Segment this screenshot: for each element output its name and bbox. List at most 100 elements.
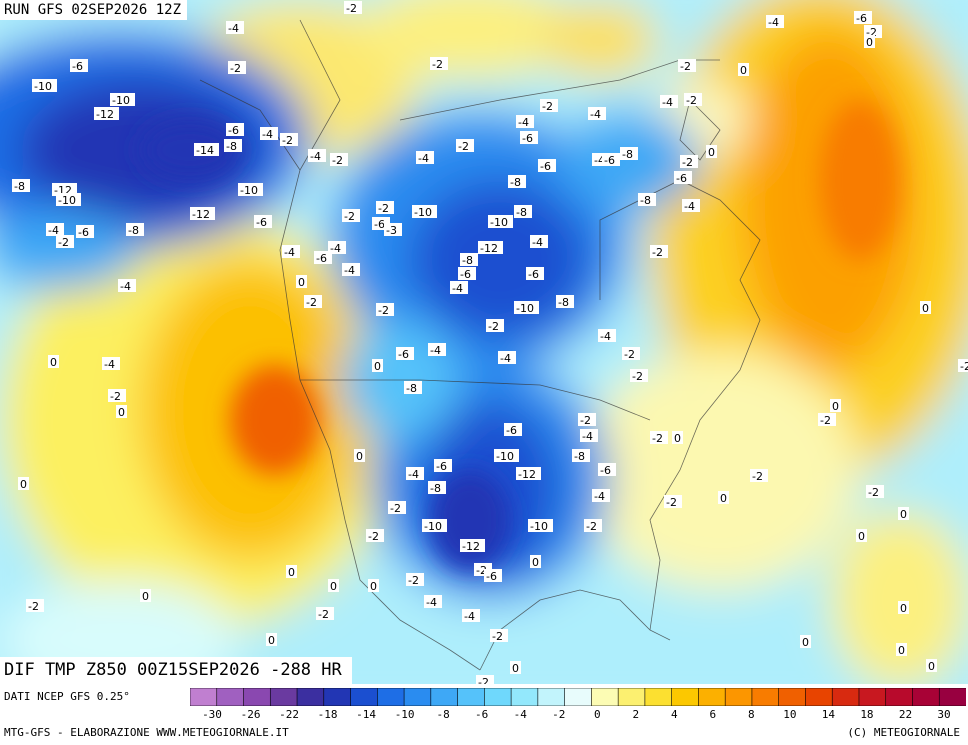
svg-text:-10: -10 — [112, 94, 130, 107]
svg-text:-8: -8 — [226, 140, 237, 153]
contour-label: 0 — [368, 579, 379, 593]
svg-text:-2: -2 — [624, 348, 635, 361]
legend-swatch — [831, 688, 860, 706]
field-title: DIF TMP Z850 00Z15SEP2026 -288 HR — [0, 657, 352, 684]
contour-label: -12 — [94, 107, 119, 121]
contour-label: -4 — [102, 357, 120, 371]
svg-text:-4: -4 — [344, 264, 355, 277]
svg-text:-4: -4 — [532, 236, 543, 249]
svg-text:-14: -14 — [196, 144, 214, 157]
legend-swatch — [377, 688, 405, 706]
svg-text:-6: -6 — [374, 218, 385, 231]
svg-text:-2: -2 — [390, 502, 401, 515]
svg-text:-6: -6 — [460, 268, 471, 281]
run-title: RUN GFS 02SEP2026 12Z — [0, 0, 188, 20]
contour-label: 0 — [718, 491, 729, 505]
contour-label: -8 — [224, 139, 242, 153]
contour-label: -6 — [526, 267, 544, 281]
svg-text:-6: -6 — [398, 348, 409, 361]
contour-label: -4 — [428, 343, 446, 357]
contour-label: -4 — [46, 223, 64, 237]
svg-text:-2: -2 — [432, 58, 443, 71]
svg-text:-4: -4 — [594, 490, 605, 503]
svg-text:-2: -2 — [686, 94, 697, 107]
contour-label: -2 — [540, 99, 558, 113]
contour-label: -4 — [462, 609, 480, 623]
contour-label: -6 — [598, 463, 616, 477]
contour-label: -6 — [538, 159, 556, 173]
svg-text:-4: -4 — [418, 152, 429, 165]
svg-text:-10: -10 — [424, 520, 442, 533]
contour-label: 0 — [296, 275, 307, 289]
svg-text:0: 0 — [720, 492, 727, 505]
contour-label: 0 — [354, 449, 365, 463]
contour-label: -2 — [280, 133, 298, 147]
legend-tick-label: 22 — [898, 708, 913, 721]
svg-text:0: 0 — [922, 302, 929, 315]
contour-label: -2 — [818, 413, 836, 427]
contour-label: -2 — [630, 369, 648, 383]
contour-label: -4 — [416, 151, 434, 165]
contour-label: -2 — [316, 607, 334, 621]
contour-label: -2 — [344, 1, 362, 15]
contour-label: -6 — [70, 59, 88, 73]
svg-text:-6: -6 — [540, 160, 551, 173]
svg-text:-4: -4 — [684, 200, 695, 213]
contour-label: 0 — [672, 431, 683, 445]
svg-text:0: 0 — [898, 644, 905, 657]
legend-tick-label: -18 — [317, 708, 338, 721]
svg-text:-3: -3 — [386, 224, 397, 237]
legend-tick-label: 14 — [821, 708, 836, 721]
svg-text:-10: -10 — [240, 184, 258, 197]
legend-tick-label: 2 — [632, 708, 640, 721]
contour-label: -6 — [396, 347, 414, 361]
svg-text:-6: -6 — [228, 124, 239, 137]
legend-tick-label: -14 — [356, 708, 377, 721]
contour-label: -8 — [508, 175, 526, 189]
contour-label: -2 — [622, 347, 640, 361]
svg-text:0: 0 — [512, 662, 519, 675]
svg-text:-2: -2 — [58, 236, 69, 249]
svg-text:-2: -2 — [368, 530, 379, 543]
svg-text:-6: -6 — [528, 268, 539, 281]
contour-label: -12 — [516, 467, 541, 481]
svg-text:0: 0 — [858, 530, 865, 543]
svg-text:0: 0 — [674, 432, 681, 445]
contour-label: -2 — [486, 319, 504, 333]
svg-text:-10: -10 — [530, 520, 548, 533]
svg-text:-8: -8 — [622, 148, 633, 161]
svg-text:-4: -4 — [262, 128, 273, 141]
svg-text:-2: -2 — [230, 62, 241, 75]
color-legend-bar — [190, 688, 966, 706]
svg-text:-2: -2 — [680, 60, 691, 73]
contour-label: -4 — [588, 107, 606, 121]
svg-text:-2: -2 — [28, 600, 39, 613]
svg-text:-4: -4 — [768, 16, 779, 29]
contour-label: -8 — [404, 381, 422, 395]
svg-text:-2: -2 — [458, 140, 469, 153]
svg-text:-2: -2 — [652, 246, 663, 259]
contour-label: 0 — [864, 35, 875, 49]
svg-text:-6: -6 — [486, 570, 497, 583]
data-source: DATI NCEP GFS 0.25° — [4, 690, 130, 703]
legend-swatch — [190, 688, 218, 706]
contour-label: 0 — [286, 565, 297, 579]
svg-text:0: 0 — [900, 602, 907, 615]
svg-text:-2: -2 — [866, 26, 877, 39]
svg-text:0: 0 — [356, 450, 363, 463]
legend-tick-label: -26 — [240, 708, 261, 721]
contour-label: -2 — [330, 153, 348, 167]
contour-label: -2 — [490, 629, 508, 643]
contour-label: -8 — [514, 205, 532, 219]
legend-swatch — [243, 688, 271, 706]
contour-label: -6 — [226, 123, 244, 137]
svg-text:-6: -6 — [522, 132, 533, 145]
svg-text:-4: -4 — [426, 596, 437, 609]
svg-text:-10: -10 — [34, 80, 52, 93]
svg-text:0: 0 — [532, 556, 539, 569]
contour-label: -2 — [684, 93, 702, 107]
contour-label: -4 — [406, 467, 424, 481]
contour-label: -2 — [958, 359, 968, 373]
contour-label: -4 — [282, 245, 300, 259]
svg-text:-12: -12 — [96, 108, 114, 121]
